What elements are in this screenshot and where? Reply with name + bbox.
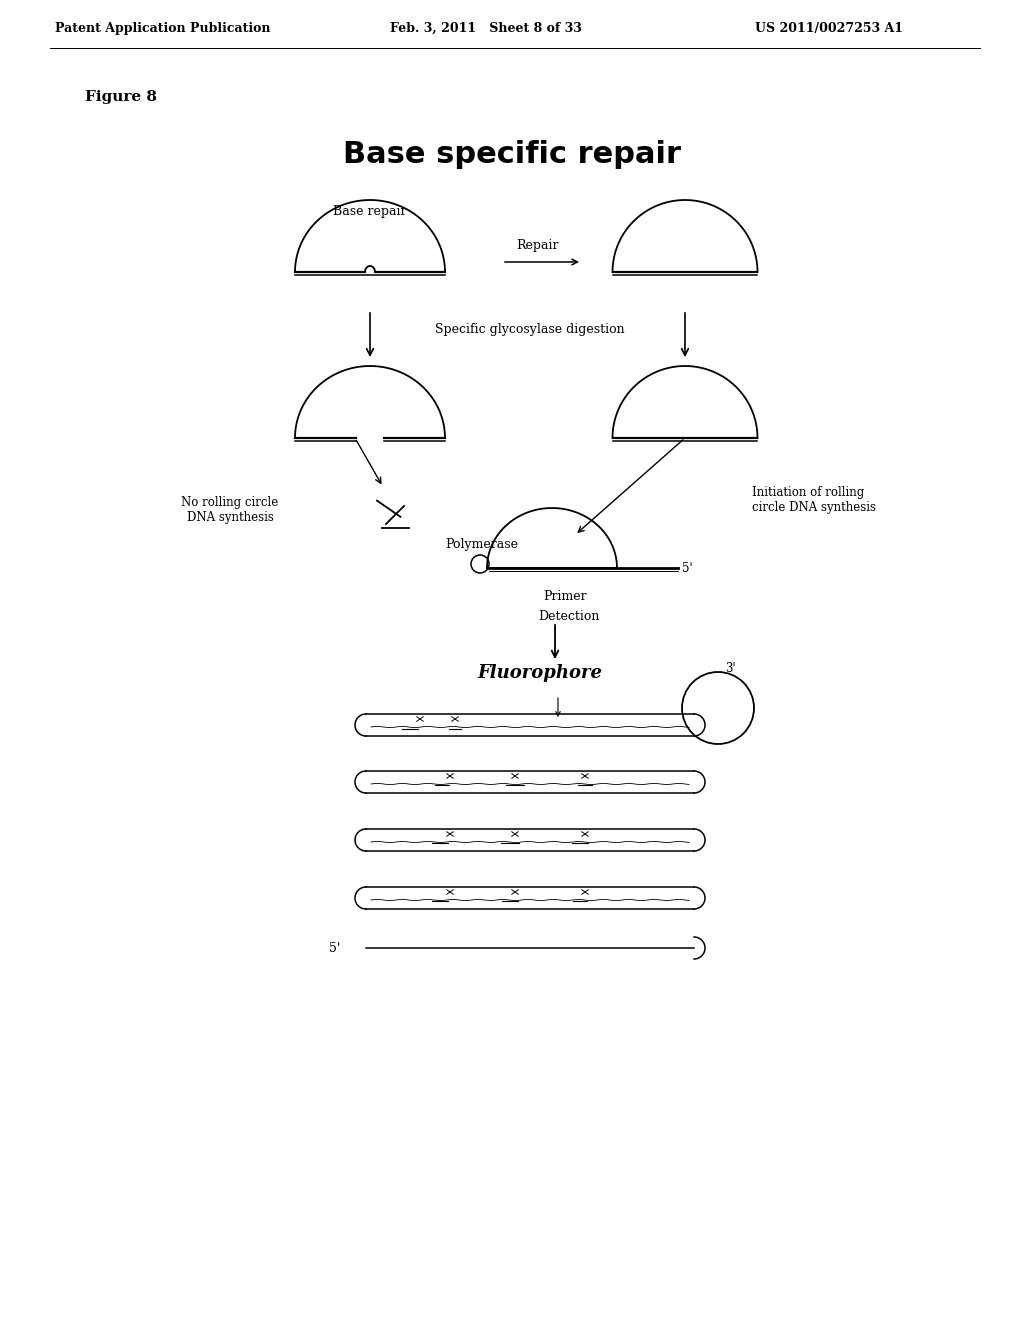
Text: 5': 5' — [329, 941, 340, 954]
Text: Base repair: Base repair — [333, 205, 407, 218]
Text: Base specific repair: Base specific repair — [343, 140, 681, 169]
Text: Initiation of rolling
circle DNA synthesis: Initiation of rolling circle DNA synthes… — [752, 486, 876, 513]
Text: Feb. 3, 2011   Sheet 8 of 33: Feb. 3, 2011 Sheet 8 of 33 — [390, 22, 582, 36]
Text: Fluorophore: Fluorophore — [477, 664, 602, 682]
Text: Primer: Primer — [543, 590, 587, 603]
Text: Repair: Repair — [517, 239, 559, 252]
Text: 5': 5' — [682, 561, 692, 574]
Text: 3': 3' — [725, 663, 735, 675]
Text: Detection: Detection — [538, 610, 599, 623]
Text: Figure 8: Figure 8 — [85, 90, 157, 104]
Text: Polymerase: Polymerase — [445, 539, 518, 550]
Text: Specific glycosylase digestion: Specific glycosylase digestion — [435, 323, 625, 337]
Text: No rolling circle
DNA synthesis: No rolling circle DNA synthesis — [181, 496, 279, 524]
Text: Patent Application Publication: Patent Application Publication — [55, 22, 270, 36]
Text: US 2011/0027253 A1: US 2011/0027253 A1 — [755, 22, 903, 36]
